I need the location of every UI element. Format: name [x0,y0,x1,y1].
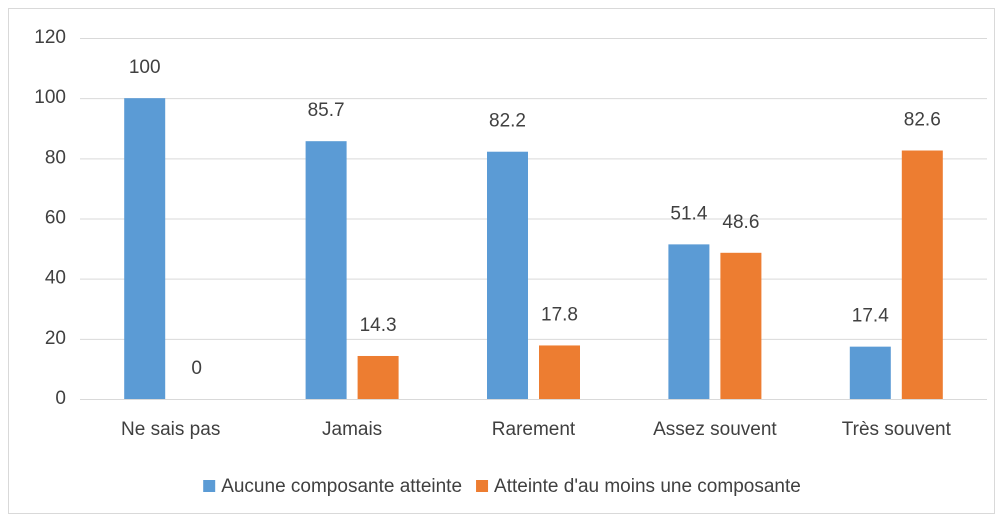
legend: Aucune composante atteinte Atteinte d'au … [203,476,801,497]
data-label: 82.6 [904,110,941,131]
data-label: 100 [129,57,161,78]
y-tick-label: 100 [34,87,66,108]
bar [487,151,528,399]
y-tick-label: 60 [45,208,66,229]
legend-swatch [476,480,489,492]
y-tick-label: 120 [34,27,66,48]
y-tick-label: 20 [45,328,66,349]
legend-label: Atteinte d'au moins une composante [494,476,801,497]
legend-label: Aucune composante atteinte [221,476,462,497]
x-tick-label: Jamais [322,419,382,440]
data-label: 82.2 [489,111,526,132]
y-tick-label: 80 [45,147,66,168]
bar [720,252,762,399]
bar [539,345,580,399]
data-label: 48.6 [722,212,759,233]
y-tick-label: 40 [45,268,66,289]
bar [901,150,943,399]
bar [305,141,347,399]
data-label: 51.4 [670,203,707,224]
bar [357,355,399,399]
data-label: 85.7 [308,100,345,121]
data-label: 14.3 [360,315,397,336]
bar [668,244,710,399]
bar [849,346,891,399]
data-label: 17.4 [852,306,889,327]
y-tick-label: 0 [55,388,66,409]
data-label: 0 [191,358,202,379]
x-tick-label: Assez souvent [653,419,777,440]
data-label: 17.8 [541,304,578,325]
legend-swatch [203,480,216,492]
x-tick-label: Rarement [492,419,576,440]
bar [124,98,166,400]
x-tick-label: Ne sais pas [121,419,220,440]
x-tick-label: Très souvent [842,419,952,440]
